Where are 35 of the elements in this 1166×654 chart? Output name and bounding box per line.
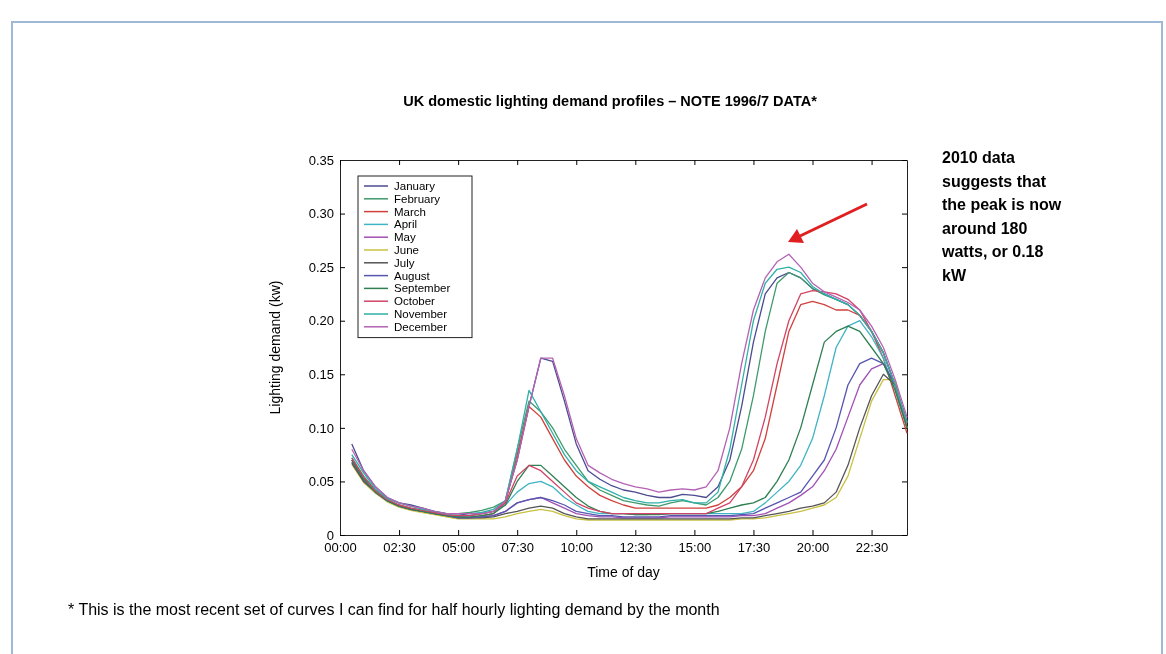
x-axis-title: Time of day xyxy=(587,564,660,580)
x-tick-label: 10:00 xyxy=(560,540,594,556)
y-tick-label: 0.10 xyxy=(308,420,334,436)
legend-label: August xyxy=(394,269,431,282)
legend-label: October xyxy=(394,295,436,308)
y-tick-label: 0.20 xyxy=(308,313,334,329)
legend-label: May xyxy=(394,231,416,244)
chart-title: UK domestic lighting demand profiles – NOTE 1996/7 DATA* xyxy=(403,93,818,109)
x-tick-label: 17:30 xyxy=(737,540,771,556)
x-tick-label: 22:30 xyxy=(855,540,889,556)
legend-label: July xyxy=(394,256,415,269)
y-tick-label: 0.05 xyxy=(308,474,334,490)
x-tick-label: 05:00 xyxy=(442,540,475,556)
y-axis-title: Lighting demand (kw) xyxy=(267,280,283,415)
x-tick-label: 02:30 xyxy=(383,540,416,556)
y-tick-label: 0.15 xyxy=(308,366,334,382)
legend-label: March xyxy=(394,205,426,218)
legend-label: February xyxy=(394,192,441,205)
text: * This is the most recent set of curves I can find for half hourly lighting demand by the month xyxy=(68,601,720,618)
legend-label: June xyxy=(394,244,419,256)
legend-label: September xyxy=(394,282,451,295)
x-tick-label: 20:00 xyxy=(796,540,830,556)
text: 2010 data suggests that the peak is now around 180 watts, or 0.18 kW xyxy=(941,149,1062,284)
x-tick-label: 15:00 xyxy=(678,540,712,556)
y-tick-label: 0.35 xyxy=(308,152,334,168)
y-tick-label: 0 xyxy=(326,527,334,543)
legend-label: December xyxy=(394,320,448,333)
x-tick-label: 07:30 xyxy=(501,540,534,556)
legend-label: January xyxy=(394,180,436,192)
x-tick-label: 00:00 xyxy=(324,540,357,556)
legend-label: April xyxy=(394,218,418,231)
legend-label: November xyxy=(394,308,448,320)
x-tick-label: 12:30 xyxy=(619,540,653,556)
y-tick-label: 0.25 xyxy=(308,259,334,275)
y-tick-label: 0.30 xyxy=(308,206,334,222)
